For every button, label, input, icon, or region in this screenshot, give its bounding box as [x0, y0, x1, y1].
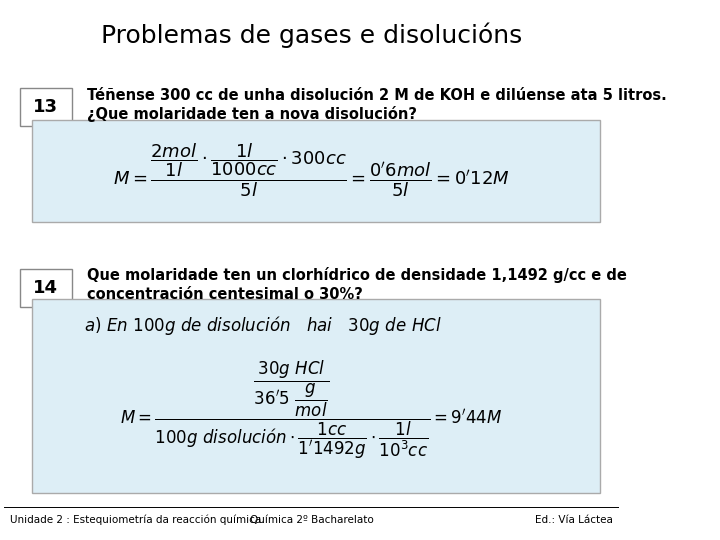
FancyBboxPatch shape — [32, 120, 600, 222]
Text: 13: 13 — [33, 98, 58, 116]
Text: Unidade 2 : Estequiometría da reacción química.: Unidade 2 : Estequiometría da reacción q… — [10, 515, 265, 525]
Text: $a)\ \mathit{En}\ 100g\ \mathit{de\ disolución}\ \ \ \mathit{hai}\ \ \ 30g\ \mat: $a)\ \mathit{En}\ 100g\ \mathit{de\ diso… — [84, 314, 442, 338]
Text: Que molaridade ten un clorhídrico de densidade 1,1492 g/cc e de: Que molaridade ten un clorhídrico de den… — [87, 267, 627, 284]
Text: Téñense 300 cc de unha disolución 2 M de KOH e dilúense ata 5 litros.: Téñense 300 cc de unha disolución 2 M de… — [87, 88, 667, 103]
Text: $M = \dfrac{\dfrac{2mol}{1l}\cdot\dfrac{1l}{1000cc}\cdot 300cc}{5l} = \dfrac{0{': $M = \dfrac{\dfrac{2mol}{1l}\cdot\dfrac{… — [113, 141, 510, 199]
Text: Problemas de gases e disolucións: Problemas de gases e disolucións — [101, 23, 522, 48]
Text: 14: 14 — [33, 279, 58, 297]
Text: $M = \dfrac{\dfrac{30g\ HCl}{36{'}5\ \dfrac{g}{mol}}}{100g\ \mathit{disolución}\: $M = \dfrac{\dfrac{30g\ HCl}{36{'}5\ \df… — [120, 358, 503, 461]
Text: Química 2º Bacharelato: Química 2º Bacharelato — [250, 515, 374, 525]
Text: concentración centesimal o 30%?: concentración centesimal o 30%? — [87, 287, 363, 302]
FancyBboxPatch shape — [32, 299, 600, 494]
Text: Ed.: Vía Láctea: Ed.: Vía Láctea — [535, 515, 613, 525]
FancyBboxPatch shape — [19, 88, 72, 126]
Text: ¿Que molaridade ten a nova disolución?: ¿Que molaridade ten a nova disolución? — [87, 106, 417, 122]
FancyBboxPatch shape — [19, 269, 72, 307]
